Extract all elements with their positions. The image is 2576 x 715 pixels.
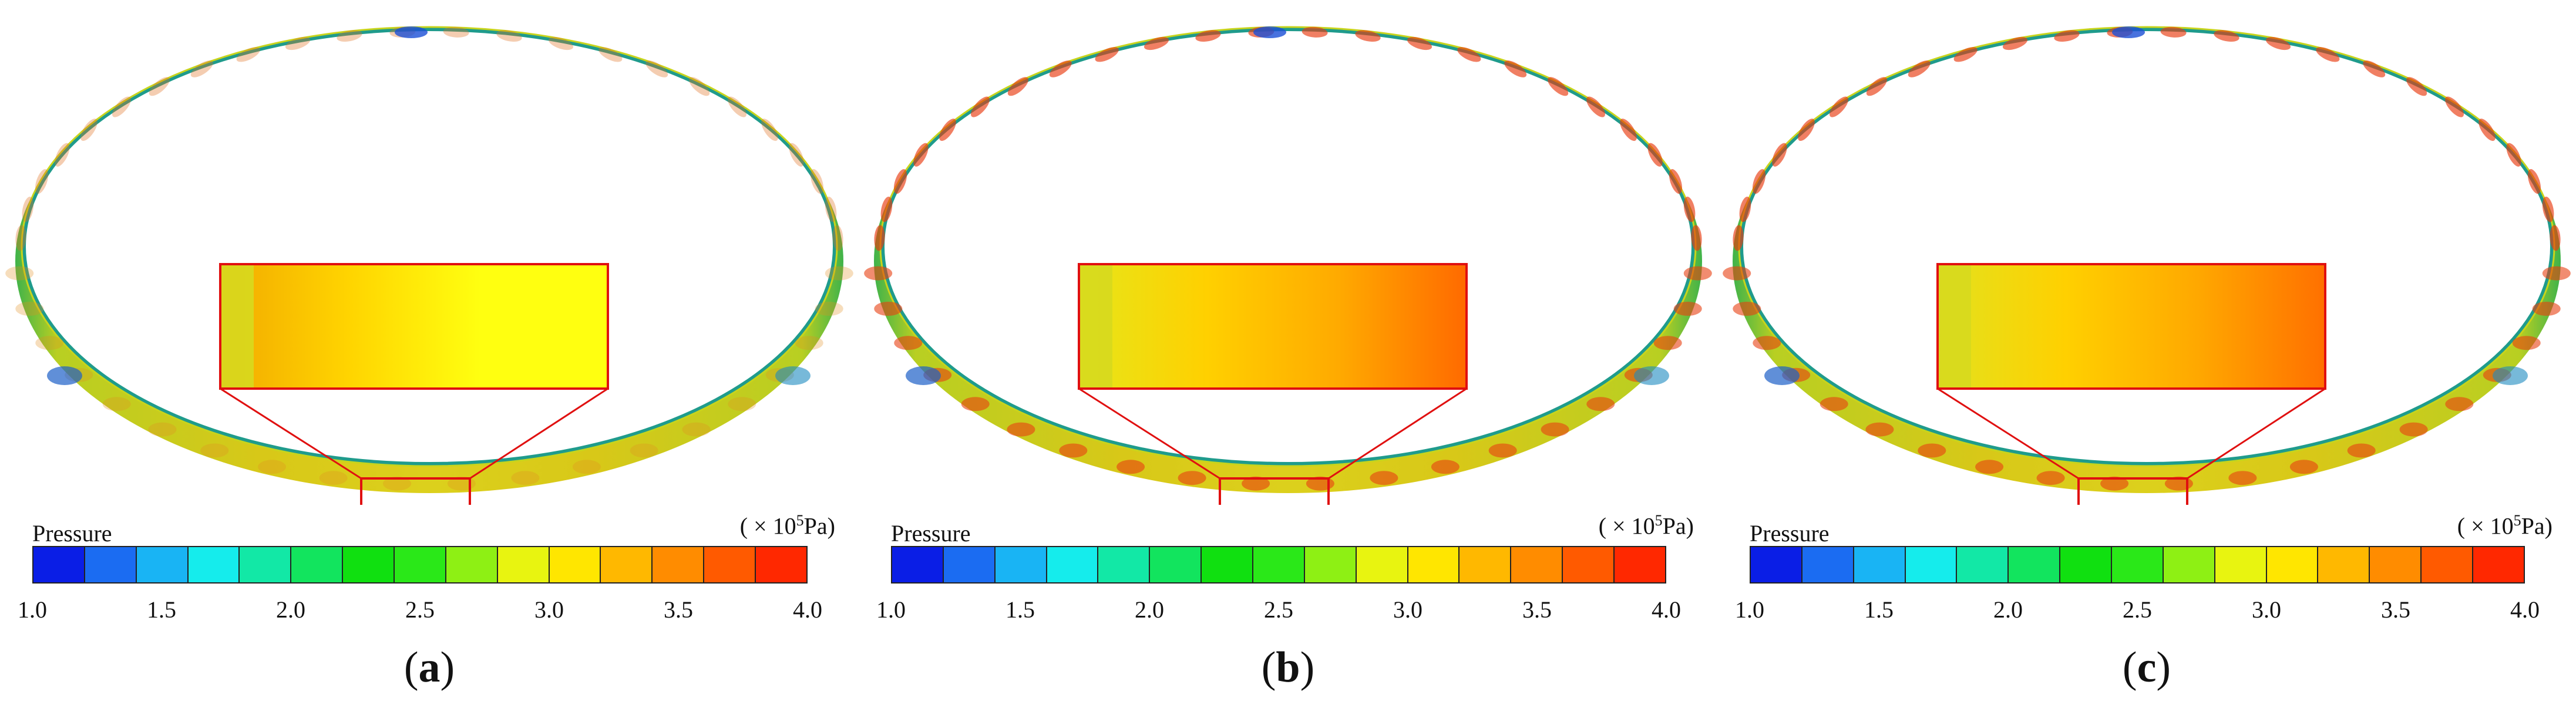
tick-label: 3.5 [664, 596, 693, 623]
legend-unit: ( × 105Pa) [1598, 512, 1694, 539]
colorbar-segment [1047, 547, 1099, 582]
colorbar-segment [2266, 547, 2319, 582]
ring-wall [15, 26, 843, 493]
ring-wall [874, 26, 1702, 493]
zoom-inset [1078, 263, 1468, 390]
colorbar-segment [1511, 547, 1563, 582]
colorbar-segment [33, 547, 85, 582]
detail-box [360, 477, 471, 505]
colorbar-segment [2112, 547, 2164, 582]
legend-title: Pressure [891, 520, 971, 547]
colorbar-segment [85, 547, 137, 582]
ring-model [864, 26, 1712, 505]
panel-a: Pressure ( × 105Pa) 1.0 1.5 2.0 2.5 3.0 3.5 4.0 (… [0, 0, 859, 715]
colorbar-segment [1854, 547, 1906, 582]
tick-label: 2.5 [405, 596, 435, 623]
colorbar-segment [1356, 547, 1408, 582]
tick-label: 3.0 [2252, 596, 2281, 623]
zoom-lines [1937, 387, 2326, 480]
colorbar-segment [2473, 547, 2524, 582]
colorbar-segment [943, 547, 996, 582]
colorbar-segment [1202, 547, 1254, 582]
zoom-inset [219, 263, 609, 390]
panel-b: Pressure ( × 105Pa) 1.0 1.5 2.0 2.5 3.0 3.5 4.0 (… [859, 0, 1717, 715]
panel-caption: (a) [403, 643, 455, 692]
tick-label: 1.0 [876, 596, 906, 623]
colorbar-segment [2370, 547, 2422, 582]
colorbar-segment [240, 547, 292, 582]
panel-caption: (b) [1261, 643, 1315, 692]
pressure-spots [5, 26, 853, 491]
panel-c: Pressure ( × 105Pa) 1.0 1.5 2.0 2.5 3.0 3.5 4.0 (… [1717, 0, 2576, 715]
tick-label: 3.5 [2381, 596, 2410, 623]
colorbar-segment [1563, 547, 1615, 582]
colorbar-segment [136, 547, 189, 582]
legend-unit: ( × 105Pa) [2457, 512, 2553, 539]
ring-model [5, 26, 853, 505]
colorbar-segment [395, 547, 446, 582]
tick-label: 2.0 [276, 596, 305, 623]
colorbar-segment [2215, 547, 2267, 582]
colorbar-segment [1408, 547, 1460, 582]
colorbar-segment [1615, 547, 1665, 582]
colorbar-segment [1802, 547, 1854, 582]
colorbar [891, 546, 1666, 584]
tick-label: 2.5 [2123, 596, 2152, 623]
colorbar-segment [188, 547, 240, 582]
colorbar-segment [2163, 547, 2215, 582]
colorbar-segment [497, 547, 550, 582]
colorbar-segment [704, 547, 756, 582]
pressure-spots [1723, 26, 2571, 491]
legend-unit: ( × 105Pa) [739, 512, 835, 539]
zoom-lines [220, 387, 608, 480]
tick-label: 2.0 [1993, 596, 2023, 623]
tick-label: 3.5 [1522, 596, 1552, 623]
colorbar-segment [446, 547, 498, 582]
tick-label: 1.5 [1864, 596, 1894, 623]
pressure-spots [864, 26, 1712, 491]
tick-label: 4.0 [1652, 596, 1681, 623]
colorbar-segment [1253, 547, 1305, 582]
colorbar-segment [1957, 547, 2009, 582]
tick-label: 1.0 [18, 596, 47, 623]
colorbar-segment [601, 547, 653, 582]
colorbar [1750, 546, 2525, 584]
tick-label: 3.0 [1393, 596, 1422, 623]
tick-label: 1.5 [147, 596, 176, 623]
zoom-lines [1078, 387, 1467, 480]
tick-label: 3.0 [534, 596, 564, 623]
colorbar-segment [1905, 547, 1958, 582]
detail-box [1219, 477, 1330, 505]
ring-model [1723, 26, 2571, 505]
colorbar-segment [549, 547, 601, 582]
colorbar-segment [756, 547, 806, 582]
colorbar-segment [995, 547, 1047, 582]
colorbar-segment [1150, 547, 1202, 582]
zoom-inset [1936, 263, 2326, 390]
legend-title: Pressure [32, 520, 112, 547]
colorbar-segment [1459, 547, 1512, 582]
panel-caption: (c) [2122, 643, 2171, 692]
tick-label: 4.0 [793, 596, 822, 623]
tick-label: 4.0 [2510, 596, 2540, 623]
tick-label: 1.5 [1005, 596, 1035, 623]
colorbar-segment [343, 547, 395, 582]
colorbar-segment [1098, 547, 1151, 582]
colorbar-segment [653, 547, 705, 582]
colorbar-segment [1304, 547, 1357, 582]
colorbar-segment [291, 547, 344, 582]
tick-label: 2.0 [1135, 596, 1164, 623]
detail-box [2077, 477, 2188, 505]
colorbar-segment [2060, 547, 2113, 582]
colorbar-segment [2422, 547, 2474, 582]
ring-wall [1733, 26, 2561, 493]
colorbar-segment [2009, 547, 2061, 582]
colorbar [32, 546, 808, 584]
colorbar-segment [892, 547, 944, 582]
tick-label: 2.5 [1264, 596, 1293, 623]
tick-label: 1.0 [1735, 596, 1764, 623]
colorbar-segment [2318, 547, 2370, 582]
colorbar-segment [1751, 547, 1802, 582]
legend-title: Pressure [1750, 520, 1830, 547]
